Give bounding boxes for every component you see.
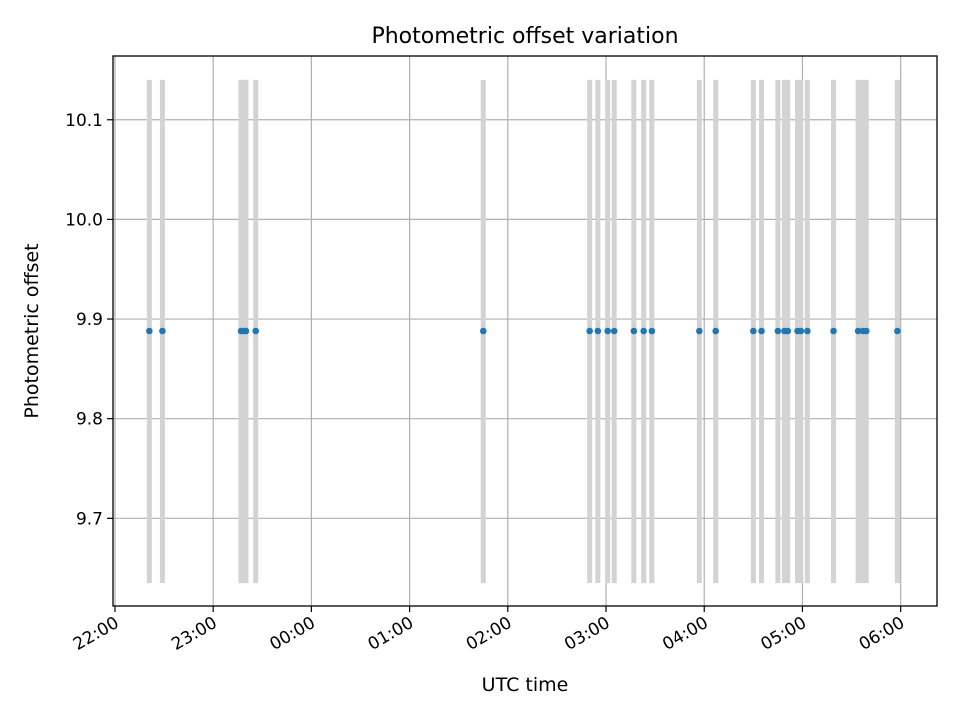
data-point [854,327,862,335]
x-tick-label: 03:00 [561,613,613,655]
data-point [712,327,719,335]
data-point [586,327,593,335]
point-layer [146,327,901,335]
x-tick-label: 05:00 [758,613,810,655]
chart-title: Photometric offset variation [371,24,678,49]
y-axis-title: Photometric offset [21,243,43,418]
data-point [894,327,901,335]
x-tick-label: 22:00 [70,613,122,655]
data-point [862,327,870,335]
data-point [804,327,811,335]
data-point [630,327,638,335]
data-point [830,327,837,335]
data-point [758,327,765,335]
data-point [784,327,792,335]
plot-frame [112,55,938,607]
x-tick-label: 23:00 [168,613,220,655]
y-tick-label: 9.9 [76,310,103,330]
x-tick-label: 06:00 [856,613,908,655]
x-tick-label: 01:00 [365,613,417,655]
data-point [797,327,805,335]
data-point [146,327,153,335]
x-axis-title: UTC time [482,674,569,696]
grid-layer [113,56,937,606]
data-point [479,327,487,335]
data-point [594,327,602,335]
x-tick-label: 00:00 [266,613,318,655]
data-point [696,327,703,335]
tick-layer: 22:00 23:00 00:00 01:00 02:00 03:00 04:00 05:00… [65,111,908,655]
y-tick-label: 9.7 [76,509,103,529]
data-point [242,327,250,335]
data-point [252,327,260,335]
data-point [610,327,618,335]
data-point [648,327,656,335]
data-point [604,327,611,335]
data-point [750,327,757,335]
x-tick-label: 02:00 [463,613,515,655]
data-point [774,327,782,335]
y-tick-label: 10.0 [65,210,103,230]
data-point [159,327,166,335]
y-tick-label: 9.8 [76,410,103,430]
y-tick-label: 10.1 [65,111,103,131]
data-point [640,327,647,335]
x-tick-label: 04:00 [659,613,711,655]
